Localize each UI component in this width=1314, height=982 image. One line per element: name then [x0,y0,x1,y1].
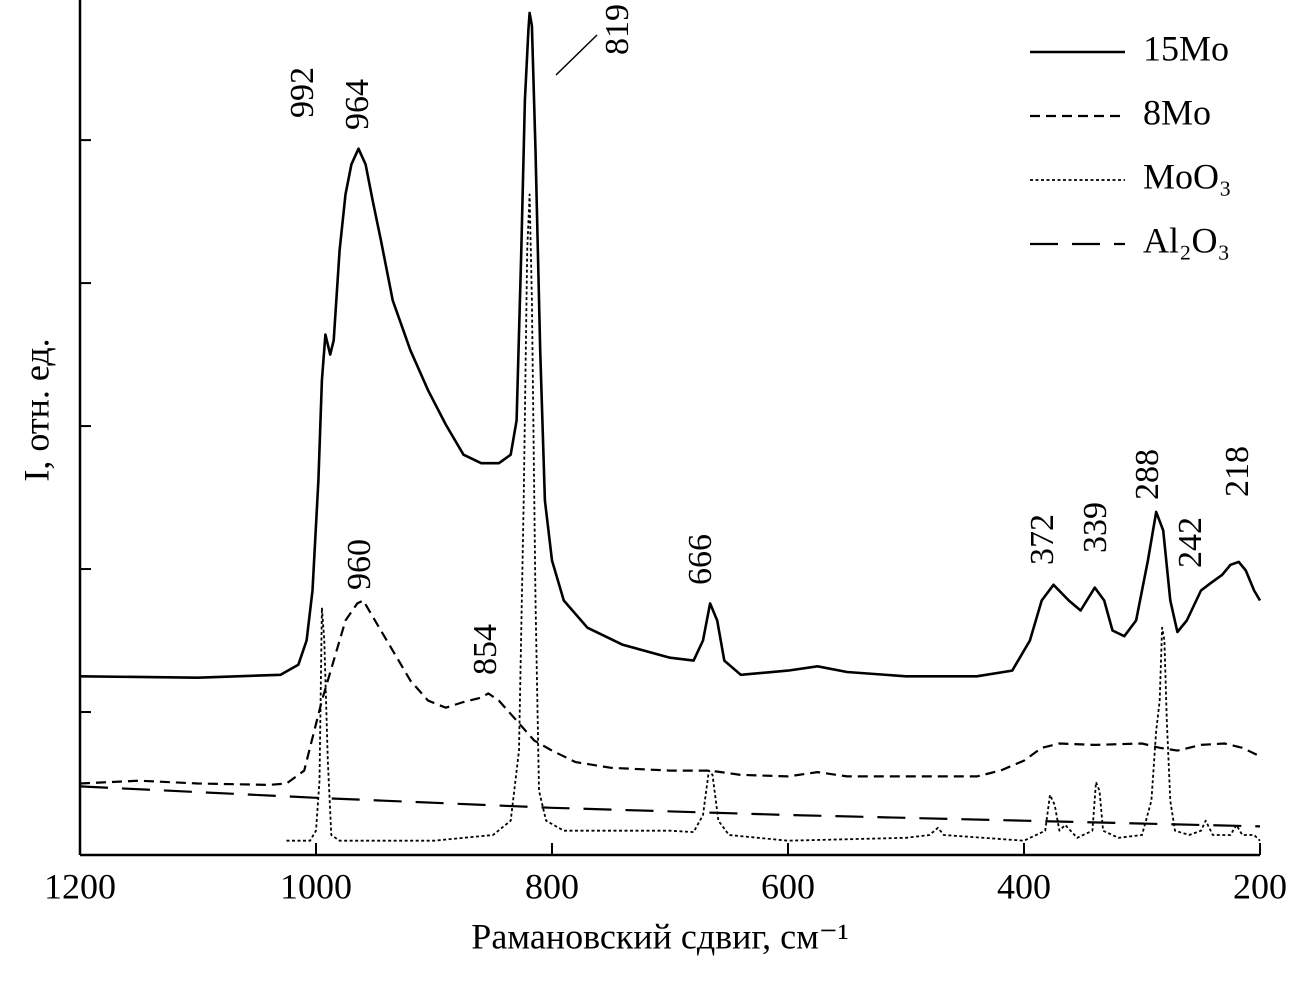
peak-label: 372 [1024,514,1061,565]
x-axis-label: Рамановский сдвиг, см⁻¹ [471,916,848,956]
peak-label: 960 [341,539,378,590]
x-tick-label: 600 [761,866,815,906]
legend-label: 15Mo [1143,28,1229,68]
peak-label: 242 [1172,517,1209,568]
spectrum-line [79,785,1261,828]
x-tick-label: 1200 [44,866,116,906]
legend-label: 8Mo [1143,92,1211,132]
leader-line [555,34,598,76]
peak-label: 964 [339,79,376,130]
x-tick-label: 400 [997,866,1051,906]
peak-label: 819 [599,4,636,55]
peak-label: 666 [682,534,719,585]
y-axis-label: I, отн. ед. [16,338,56,481]
x-tick-label: 800 [525,866,579,906]
legend-label: MoO₃ [1143,156,1232,196]
x-tick-label: 1000 [280,866,352,906]
peak-label: 992 [284,67,321,118]
spectrum-line [286,193,1261,842]
peak-label: 218 [1219,446,1256,497]
x-tick-label: 200 [1233,866,1287,906]
peak-label: 339 [1077,502,1114,553]
spectrum-line [79,11,1262,679]
peak-label: 288 [1129,449,1166,500]
legend-label: Al₂O₃ [1143,220,1230,260]
peak-label: 854 [467,624,504,675]
spectrum-line [79,599,1261,786]
